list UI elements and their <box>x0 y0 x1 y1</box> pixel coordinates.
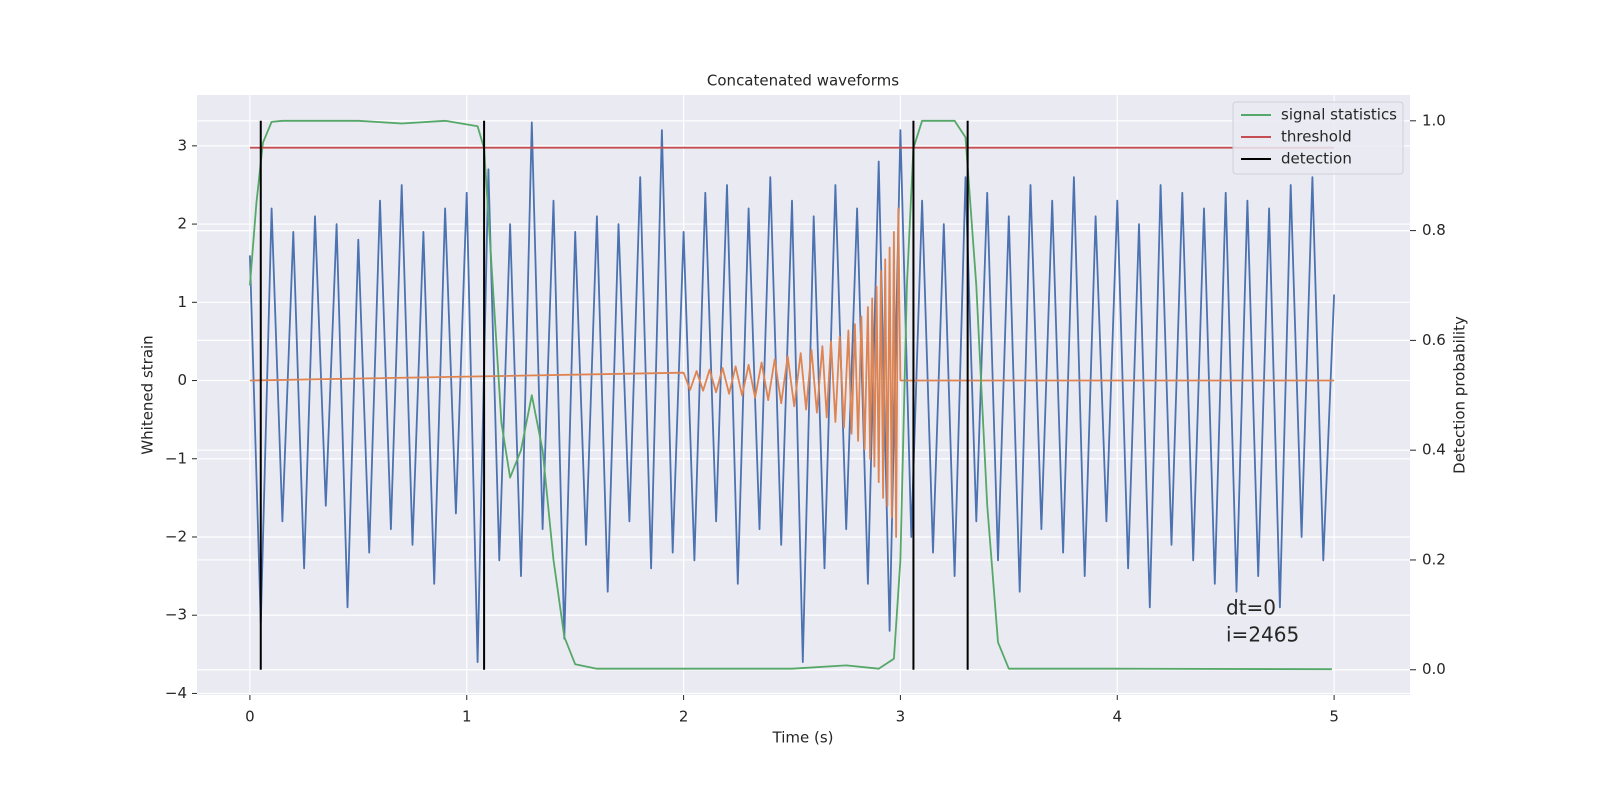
y-tick-label: 0 <box>177 371 187 389</box>
y2-tick-label: 0.6 <box>1422 331 1446 349</box>
x-tick-label: 4 <box>1112 708 1122 726</box>
y-tick-label: 3 <box>177 136 187 154</box>
x-tick-label: 5 <box>1329 708 1339 726</box>
annotation: dt=0 <box>1226 596 1276 620</box>
legend-box <box>1232 101 1404 175</box>
y-axis-label: Whitened strain <box>139 335 157 454</box>
series-line <box>249 119 1332 671</box>
y2-tick-label: 0.0 <box>1422 660 1446 678</box>
y2-axis-label: Detection probability <box>1451 316 1469 474</box>
x-tick-label: 3 <box>896 708 906 726</box>
annotation: i=2465 <box>1226 623 1299 647</box>
y-tick-label: −4 <box>165 684 187 702</box>
chart-title: Concatenated waveforms <box>707 72 899 90</box>
legend-label: threshold <box>1281 128 1352 146</box>
legend-label: detection <box>1281 150 1352 168</box>
y-tick-label: −1 <box>165 449 187 467</box>
y2-tick-label: 1.0 <box>1422 111 1446 129</box>
x-axis-label: Time (s) <box>772 729 834 747</box>
y2-tick-label: 0.4 <box>1422 441 1446 459</box>
x-tick-label: 1 <box>462 708 472 726</box>
series-line <box>249 121 1335 663</box>
legend-label: signal statistics <box>1281 106 1397 124</box>
plot-area <box>197 95 1410 695</box>
y2-tick-label: 0.8 <box>1422 221 1446 239</box>
y-tick-label: 2 <box>177 215 187 233</box>
series-line <box>249 207 1335 538</box>
y-tick-label: −2 <box>165 527 187 545</box>
x-tick-label: 2 <box>679 708 689 726</box>
y-tick-label: −3 <box>165 606 187 624</box>
y-tick-label: 1 <box>177 293 187 311</box>
x-tick-label: 0 <box>245 708 255 726</box>
y2-tick-label: 0.2 <box>1422 550 1446 568</box>
